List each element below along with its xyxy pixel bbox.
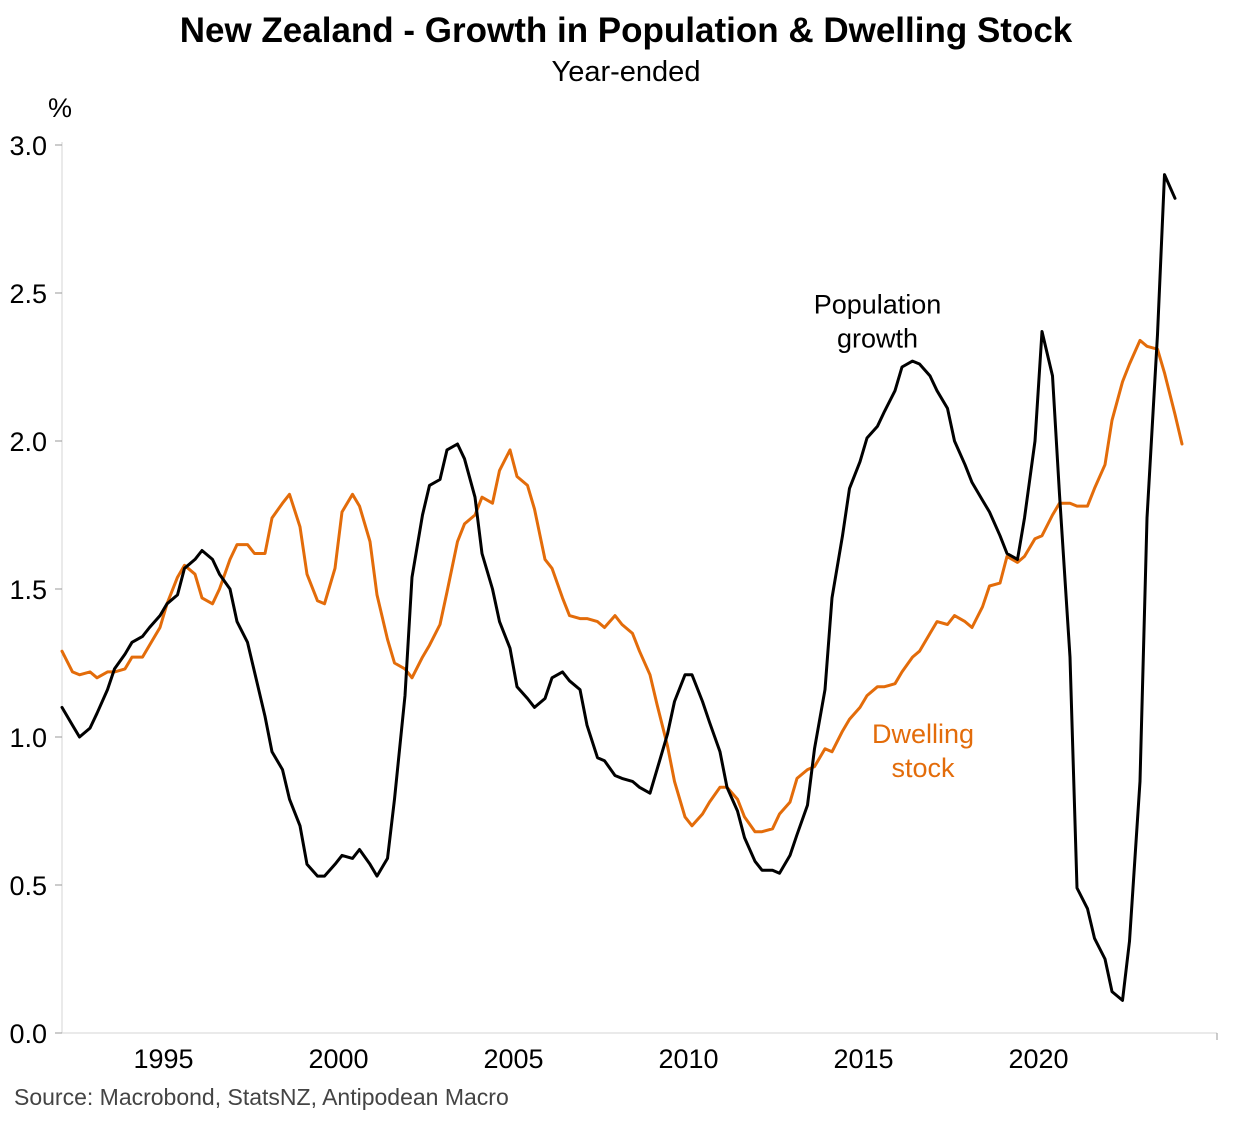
x-tick-label: 2015 <box>833 1044 893 1074</box>
x-tick-label: 2010 <box>658 1044 718 1074</box>
population-growth-annotation-line: Population <box>814 290 942 320</box>
y-tick-label: 0.0 <box>9 1019 47 1049</box>
source-note: Source: Macrobond, StatsNZ, Antipodean M… <box>14 1084 509 1110</box>
y-tick-label: 2.5 <box>9 279 47 309</box>
dwelling-stock-annotation-line: Dwelling <box>872 719 974 749</box>
y-axis-unit-label: % <box>48 93 72 123</box>
population-growth-annotation-line: growth <box>837 324 918 354</box>
dwelling-stock-annotation-line: stock <box>891 753 955 783</box>
x-axis: 1995 2000 2005 2010 2015 2020 <box>62 1032 1218 1074</box>
x-tick-label: 2020 <box>1008 1044 1068 1074</box>
y-tick-label: 2.0 <box>9 427 47 457</box>
chart-title: New Zealand - Growth in Population & Dwe… <box>180 11 1073 50</box>
y-tick-label: 1.0 <box>9 723 47 753</box>
series-layer <box>60 173 1184 1002</box>
y-tick-label: 3.0 <box>9 131 47 161</box>
x-tick-label: 2000 <box>308 1044 368 1074</box>
y-tick-label: 1.5 <box>9 575 47 605</box>
population-growth-annotation: Population growth <box>814 290 942 354</box>
chart-subtitle: Year-ended <box>552 56 701 88</box>
annotations: Population growth Dwelling stock <box>814 290 974 783</box>
dwelling-stock-annotation: Dwelling stock <box>872 719 974 783</box>
population-growth-line <box>60 173 1177 1002</box>
dwelling-stock-line <box>60 338 1184 834</box>
y-tick-label: 0.5 <box>9 871 47 901</box>
x-tick-label: 1995 <box>133 1044 193 1074</box>
x-tick-label: 2005 <box>483 1044 543 1074</box>
y-axis: 0.0 0.5 1.0 1.5 2.0 2.5 3.0 <box>9 131 63 1049</box>
